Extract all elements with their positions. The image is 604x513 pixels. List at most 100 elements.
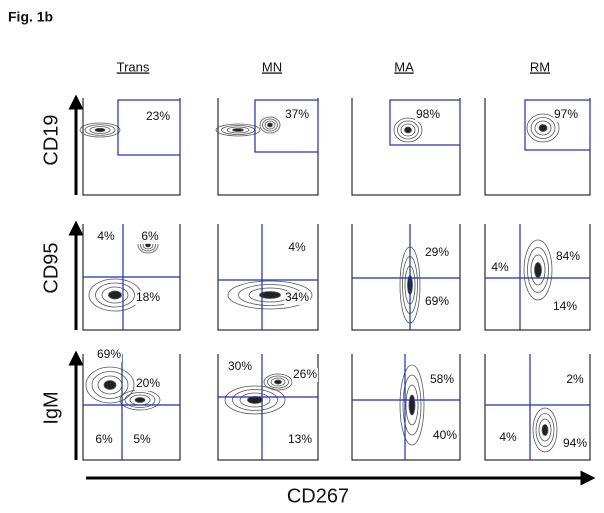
column-header: MN <box>262 59 282 74</box>
percent-label: 4% <box>499 430 517 444</box>
label-bg <box>424 246 450 260</box>
percent-label: 69% <box>425 294 449 308</box>
contour <box>259 116 281 134</box>
contour <box>124 392 156 408</box>
percent-label: 6% <box>141 229 159 243</box>
percent-label: 18% <box>136 290 160 304</box>
percent-label: 5% <box>133 432 151 446</box>
panel-frame <box>351 354 461 461</box>
column-header: MA <box>394 59 414 74</box>
contour <box>404 126 412 134</box>
percent-label: 6% <box>95 432 113 446</box>
percent-label: 30% <box>228 359 252 373</box>
label-bg <box>227 360 253 374</box>
contour <box>397 120 419 140</box>
percent-label: 94% <box>563 436 587 450</box>
panel-frame <box>484 224 591 331</box>
contour <box>274 379 282 385</box>
figure-title: Fig. 1b <box>8 9 53 25</box>
row-label: IgM <box>40 391 62 424</box>
gate <box>389 99 461 146</box>
contour <box>534 262 542 278</box>
label-bg <box>429 373 455 387</box>
percent-label: 4% <box>491 260 509 274</box>
contour <box>95 282 135 308</box>
gate <box>117 99 181 156</box>
percent-label: 37% <box>285 107 309 121</box>
label-bg <box>284 241 310 255</box>
percent-label: 14% <box>553 299 577 313</box>
x-axis-label: CD267 <box>287 485 349 507</box>
percent-label: 34% <box>285 290 309 304</box>
column-header: RM <box>530 59 550 74</box>
contour <box>108 290 122 300</box>
gate <box>524 99 591 151</box>
contour <box>538 124 548 132</box>
contour <box>532 407 558 453</box>
percent-label: 26% <box>293 367 317 381</box>
label-bg <box>487 261 513 275</box>
percent-label: 20% <box>136 376 160 390</box>
contour <box>101 286 129 304</box>
label-bg <box>415 108 441 122</box>
contour <box>84 124 116 136</box>
contour <box>402 374 422 436</box>
percent-label: 2% <box>566 372 584 386</box>
label-bg <box>555 250 581 264</box>
contour <box>227 280 313 310</box>
contour <box>85 366 135 404</box>
contour <box>259 291 281 299</box>
label-bg <box>552 300 578 314</box>
contour <box>270 377 286 387</box>
percent-label: 23% <box>146 109 170 123</box>
label-bg <box>135 377 161 391</box>
percent-label: 84% <box>556 249 580 263</box>
contour <box>79 122 121 138</box>
contour <box>530 254 546 286</box>
contour <box>535 413 555 447</box>
label-bg <box>287 433 313 447</box>
contour <box>267 122 273 128</box>
label-bg <box>553 108 579 122</box>
panel-frame <box>351 224 461 331</box>
contour <box>526 113 560 143</box>
contour <box>530 117 556 139</box>
contour <box>134 397 146 403</box>
contour <box>527 247 549 293</box>
contour <box>541 424 549 436</box>
contour <box>224 385 286 415</box>
label-bg <box>137 230 163 244</box>
percent-label: 13% <box>288 432 312 446</box>
panel-frame <box>217 224 319 331</box>
contour <box>103 380 117 390</box>
gate <box>254 99 319 153</box>
panel-frame <box>217 354 319 461</box>
label-bg <box>284 291 310 305</box>
percent-label: 29% <box>425 245 449 259</box>
percent-label: 4% <box>97 229 115 243</box>
percent-label: 40% <box>433 428 457 442</box>
percent-label: 69% <box>97 347 121 361</box>
label-bg <box>495 431 521 445</box>
panel-frame <box>351 98 461 196</box>
row-label: CD95 <box>40 242 62 293</box>
contour <box>232 128 244 132</box>
contour <box>405 384 419 426</box>
contour <box>399 364 425 446</box>
label-bg <box>424 295 450 309</box>
contour <box>226 126 250 134</box>
contour <box>267 375 289 389</box>
contour <box>89 126 111 134</box>
label-bg <box>145 110 171 124</box>
label-bg <box>93 230 119 244</box>
percent-label: 4% <box>288 240 306 254</box>
row-label: CD19 <box>40 114 62 165</box>
contour <box>393 117 423 143</box>
contour <box>538 418 552 442</box>
label-bg <box>292 368 318 382</box>
label-bg <box>96 348 122 362</box>
contour <box>94 127 106 133</box>
contour <box>215 123 261 137</box>
contour <box>91 371 129 399</box>
